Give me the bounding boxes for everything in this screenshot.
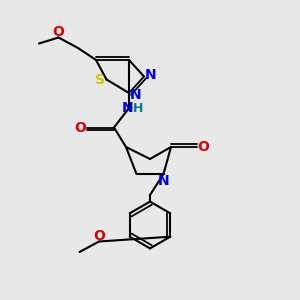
Text: O: O — [197, 140, 209, 154]
Text: H: H — [133, 101, 143, 115]
Text: N: N — [122, 101, 133, 115]
Text: S: S — [95, 73, 105, 86]
Text: O: O — [93, 229, 105, 243]
Text: N: N — [145, 68, 156, 82]
Text: O: O — [52, 25, 64, 39]
Text: N: N — [158, 174, 169, 188]
Text: N: N — [130, 88, 141, 101]
Text: O: O — [74, 121, 86, 134]
